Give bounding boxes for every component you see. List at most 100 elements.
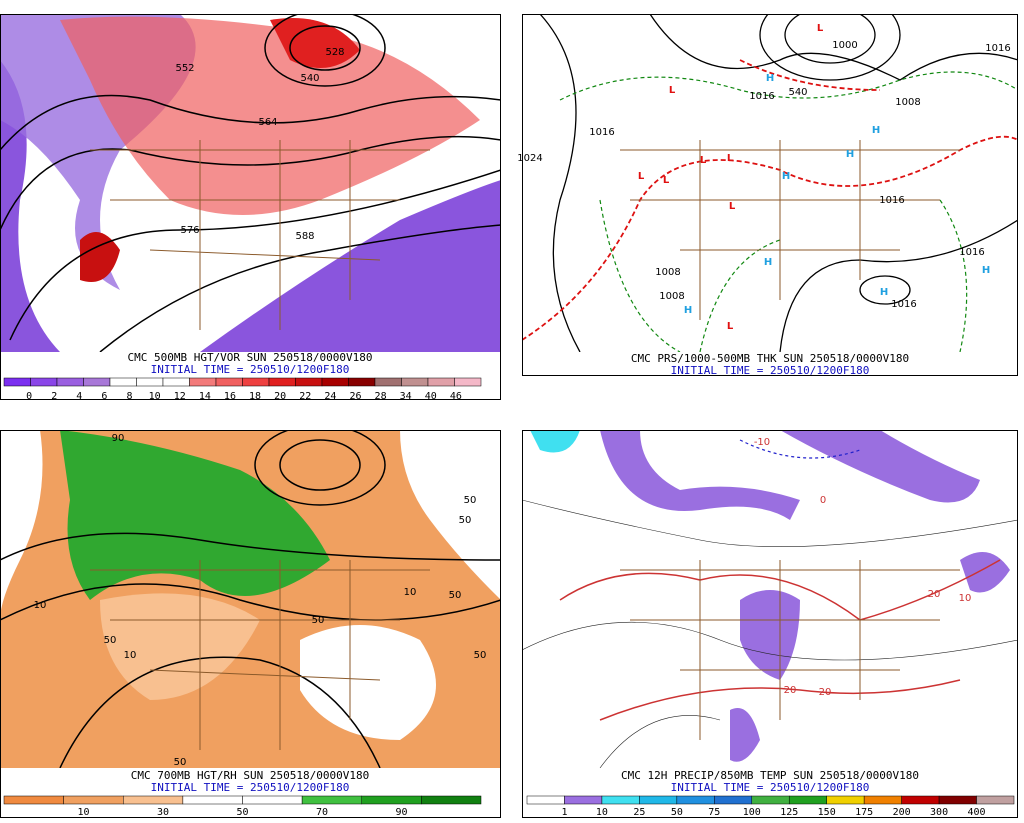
map-label: H — [764, 257, 772, 268]
colorbar-swatch — [56, 377, 84, 387]
colorbar-swatch — [826, 795, 865, 805]
colorbar-swatch — [676, 795, 715, 805]
initial-time: INITIAL TIME = 250510/1200F180 — [151, 781, 350, 794]
map-label: 50 — [474, 650, 487, 661]
colorbar-swatch — [3, 795, 64, 805]
colorbar-swatch — [601, 795, 640, 805]
map-label: 1016 — [959, 247, 984, 258]
map-label: 576 — [180, 225, 199, 236]
map-label: 540 — [788, 87, 807, 98]
colorbar-label: 300 — [930, 807, 948, 818]
map-label: L — [727, 153, 734, 164]
colorbar-label: 2 — [51, 391, 57, 402]
map-label: L — [669, 85, 676, 96]
map-label: 1016 — [749, 91, 774, 102]
colorbar-swatch — [427, 377, 455, 387]
map-label: 564 — [258, 117, 277, 128]
colorbar-swatch — [976, 795, 1015, 805]
map-label: 1008 — [655, 267, 680, 278]
map-label: 50 — [312, 615, 325, 626]
map-label: 1000 — [832, 40, 857, 51]
map-label: H — [846, 149, 854, 160]
colorbar-label: 20 — [274, 391, 286, 402]
colorbar-label: 6 — [101, 391, 107, 402]
map-precip — [522, 430, 1018, 768]
map-label: 50 — [174, 757, 187, 768]
colorbar-label: 24 — [324, 391, 336, 402]
colorbar-swatch — [714, 795, 753, 805]
colorbar-label: 18 — [249, 391, 261, 402]
colorbar-swatch — [564, 795, 603, 805]
map-label: 588 — [295, 231, 314, 242]
colorbar-swatch — [421, 795, 482, 805]
colorbar-label: 150 — [818, 807, 836, 818]
colorbar-label: 30 — [157, 807, 169, 818]
colorbar-swatch — [901, 795, 940, 805]
panel-title: CMC 700MB HGT/RH SUN 250518/0000V180 — [131, 769, 369, 782]
colorbar-swatch — [938, 795, 977, 805]
map-label: H — [982, 265, 990, 276]
colorbar-label: 28 — [375, 391, 387, 402]
colorbar-swatch — [401, 377, 429, 387]
map-label: 10 — [404, 587, 417, 598]
panel-title: CMC PRS/1000-500MB THK SUN 250518/0000V1… — [631, 352, 909, 365]
map-label: L — [817, 23, 824, 34]
map-label: 1016 — [985, 43, 1010, 54]
colorbar-swatch — [63, 795, 124, 805]
colorbar-swatch — [361, 795, 422, 805]
colorbar-swatch — [189, 377, 217, 387]
colorbar-label: 175 — [855, 807, 873, 818]
colorbar-label: 8 — [127, 391, 133, 402]
colorbar-label: 1 — [561, 807, 567, 818]
colorbar-swatch — [123, 795, 184, 805]
panel-title: CMC 500MB HGT/VOR SUN 250518/0000V180 — [127, 351, 372, 364]
map-label: 90 — [112, 433, 125, 444]
colorbar-swatch — [83, 377, 111, 387]
map-label: 1008 — [659, 291, 684, 302]
colorbar-label: 4 — [76, 391, 82, 402]
map-700mb — [0, 430, 501, 768]
colorbar-label: 22 — [299, 391, 311, 402]
initial-time: INITIAL TIME = 250510/1200F180 — [151, 363, 350, 376]
map-label: 528 — [325, 47, 344, 58]
map-label: 20 — [819, 687, 832, 698]
colorbar-swatch — [242, 377, 270, 387]
map-label: 50 — [459, 515, 472, 526]
colorbar-label: 25 — [633, 807, 645, 818]
colorbar-swatch — [162, 377, 190, 387]
map-label: 10 — [959, 593, 972, 604]
colorbar-label: 0 — [26, 391, 32, 402]
map-label: H — [684, 305, 692, 316]
map-label: 20 — [928, 589, 941, 600]
colorbar-label: 12 — [174, 391, 186, 402]
map-label: 50 — [464, 495, 477, 506]
colorbar-swatch — [526, 795, 565, 805]
colorbar-label: 10 — [596, 807, 608, 818]
map-label: L — [700, 155, 707, 166]
map-label: 10 — [34, 600, 47, 611]
panel-title: CMC 12H PRECIP/850MB TEMP SUN 250518/000… — [621, 769, 919, 782]
colorbar-swatch — [348, 377, 376, 387]
colorbar-swatch — [182, 795, 243, 805]
map-label: 1024 — [517, 153, 542, 164]
map-label: H — [872, 125, 880, 136]
map-label: 1016 — [589, 127, 614, 138]
colorbar-swatch — [374, 377, 402, 387]
colorbar-swatch — [321, 377, 349, 387]
colorbar-swatch — [639, 795, 678, 805]
colorbar-swatch — [30, 377, 58, 387]
colorbar-label: 70 — [316, 807, 328, 818]
colorbar-label: 10 — [77, 807, 89, 818]
map-label: L — [638, 171, 645, 182]
map-label: 1016 — [891, 299, 916, 310]
colorbar-swatch — [454, 377, 482, 387]
colorbar-swatch — [301, 795, 362, 805]
map-label: 50 — [104, 635, 117, 646]
map-pressure — [522, 14, 1018, 352]
map-label: 1008 — [895, 97, 920, 108]
map-label: H — [880, 287, 888, 298]
colorbar-swatch — [268, 377, 296, 387]
colorbar-label: 75 — [708, 807, 720, 818]
dynamic-layer: CMC 500MB HGT/VOR SUN 250518/0000V180INI… — [3, 23, 1015, 818]
